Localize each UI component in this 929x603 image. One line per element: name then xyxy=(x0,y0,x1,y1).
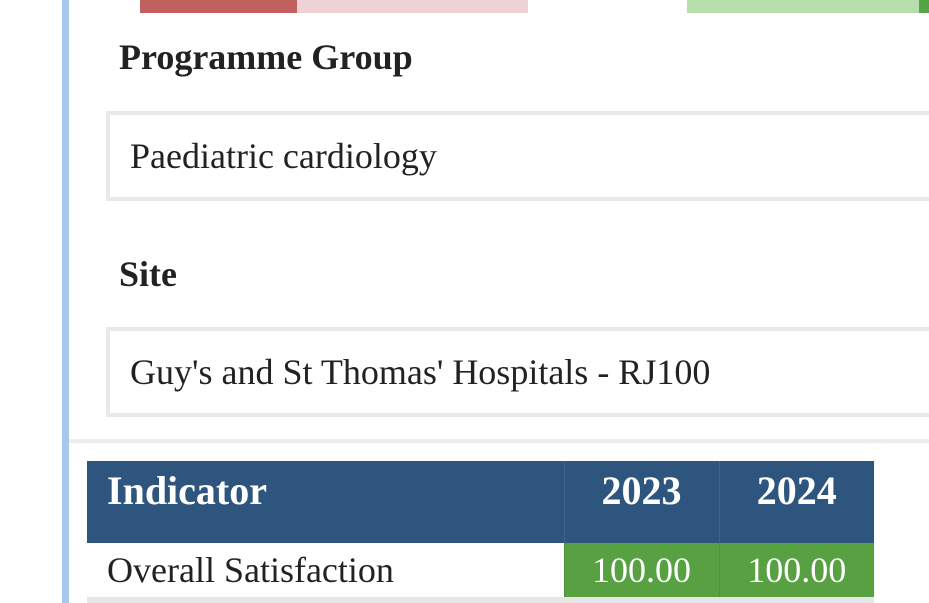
section-divider xyxy=(69,439,929,443)
left-accent-rule xyxy=(62,0,69,603)
top-bar-segment-red-light xyxy=(297,0,528,13)
site-label: Site xyxy=(119,254,177,294)
programme-group-label: Programme Group xyxy=(119,37,413,77)
table-row: Overall Satisfaction 100.00 100.00 xyxy=(87,543,874,597)
results-table: Indicator 2023 2024 Overall Satisfaction… xyxy=(87,461,874,597)
top-bar-segment-green-light xyxy=(687,0,919,13)
top-bar-segment-green-dark xyxy=(919,0,929,13)
header-year-2023[interactable]: 2023 xyxy=(563,461,719,543)
row-score-2023: 100.00 xyxy=(563,543,719,597)
site-value: Guy's and St Thomas' Hospitals - RJ100 xyxy=(130,352,711,392)
table-header-row: Indicator 2023 2024 xyxy=(87,461,874,543)
header-indicator[interactable]: Indicator xyxy=(87,461,564,543)
programme-group-value: Paediatric cardiology xyxy=(130,136,437,176)
row-score-2024: 100.00 xyxy=(718,543,874,597)
next-row-edge xyxy=(87,597,874,603)
top-bar-segment-red-dark xyxy=(140,0,297,13)
row-indicator-name: Overall Satisfaction xyxy=(87,543,564,597)
site-select[interactable]: Guy's and St Thomas' Hospitals - RJ100 xyxy=(106,327,929,417)
header-year-2024[interactable]: 2024 xyxy=(718,461,874,543)
programme-group-select[interactable]: Paediatric cardiology xyxy=(106,111,929,201)
